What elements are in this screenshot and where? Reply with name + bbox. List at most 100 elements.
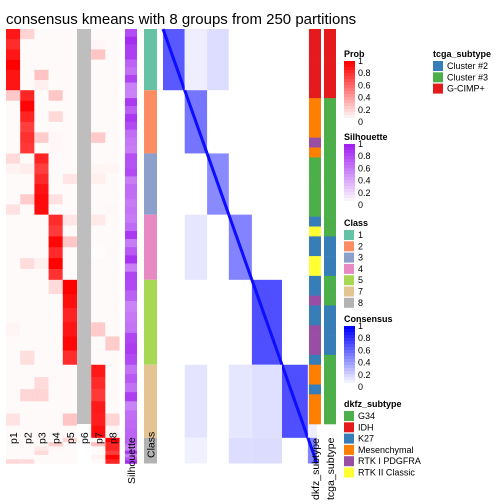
silhouette-cell: [125, 343, 137, 355]
prob-cell-p4: [48, 389, 63, 402]
prob-cell-p5: [62, 425, 77, 439]
tcga-subtype-cell: [324, 275, 336, 287]
prob-cell-p2: [20, 204, 35, 215]
column-labels: p1 p2 p3 p4 p5 p6 p7 p8 Silhouette Class dkfz_subt…: [8, 432, 337, 500]
silhouette-legend-tick: 0.2: [358, 188, 371, 198]
tcga-legend-title: tcga_subtype: [433, 49, 491, 59]
prob-cell-p7: [91, 258, 106, 270]
prob-cell-p3: [34, 450, 49, 456]
prob-cell-p4: [48, 111, 63, 123]
prob-cell-p5: [62, 59, 77, 71]
prob-cell-p2: [20, 163, 35, 175]
prob-cell-p7: [91, 322, 106, 337]
silhouette-cell: [125, 447, 137, 451]
consensus-legend-tick: 0.8: [358, 333, 371, 343]
prob-cell-p7: [91, 100, 106, 112]
prob-cell-p1: [6, 401, 21, 414]
prob-cell-p2: [20, 459, 35, 464]
prob-cell-p8: [105, 437, 120, 443]
consensus-legend-tick: 0.4: [358, 358, 371, 368]
class-legend-swatch: [344, 241, 354, 252]
silhouette-cell: [125, 121, 137, 131]
prob-cell-p7: [91, 194, 106, 205]
prob-cell-p8: [105, 69, 120, 81]
prob-column-p5: [62, 29, 77, 464]
prob-cell-p5: [62, 80, 77, 91]
prob-legend-swatch: [344, 73, 355, 77]
dkfz-subtype-cell: [309, 216, 321, 227]
prob-cell-p7: [91, 446, 106, 451]
silhouette-cell: [125, 311, 137, 323]
dkfz-subtype-cell: [309, 58, 321, 69]
silhouette-cell: [125, 184, 137, 192]
dkfz-subtype-cell: [309, 374, 321, 385]
prob-cell-p3: [34, 100, 49, 112]
prob-heatmap: [6, 29, 120, 464]
silhouette-cell: [125, 373, 137, 384]
prob-cell-p7: [91, 247, 106, 259]
silhouette-cell: [125, 279, 137, 291]
prob-cell-p5: [62, 376, 77, 390]
prob-cell-p2: [20, 446, 35, 451]
prob-cell-p4: [48, 153, 63, 164]
silhouette-legend-swatch: [344, 189, 355, 193]
silhouette-cell: [125, 419, 137, 429]
prob-cell-p7: [91, 454, 106, 460]
tcga-subtype-cell: [324, 414, 336, 425]
prob-cell-p5: [62, 163, 77, 175]
prob-cell-p4: [48, 214, 63, 226]
prob-cell-p5: [62, 350, 77, 366]
tcga-subtype-cell: [324, 88, 336, 99]
silhouette-cell: [125, 214, 137, 224]
prob-cell-p1: [6, 80, 21, 91]
dkfz-subtype-cell: [309, 78, 321, 89]
silhouette-legend-swatch: [344, 186, 355, 190]
silhouette-legend-tick: 0.8: [358, 151, 371, 161]
tcga-subtype-cell: [324, 206, 336, 217]
dkfz-subtype-cell: [309, 38, 321, 50]
silhouette-cell: [125, 255, 137, 264]
prob-cell-p1: [6, 39, 21, 50]
prob-legend-tick: 1: [358, 56, 363, 66]
prob-cell-p3: [34, 425, 49, 439]
prob-cell-p7: [91, 413, 106, 426]
tcga-subtype-cell: [324, 187, 336, 198]
prob-cell-p2: [20, 214, 35, 226]
silhouette-cell: [125, 444, 137, 448]
prob-cell-p7: [91, 389, 106, 402]
silhouette-cell: [125, 437, 137, 442]
silhouette-cell: [125, 332, 137, 344]
prob-cell-p3: [34, 163, 49, 175]
consensus-diagonal: [205, 152, 231, 216]
column-label-p6: p6: [79, 432, 91, 444]
prob-cell-p2: [20, 121, 35, 133]
dkfz-subtype-cell: [309, 266, 321, 277]
silhouette-cell: [125, 428, 137, 439]
prob-cell-p1: [6, 100, 21, 112]
prob-cell-p5: [62, 49, 77, 60]
prob-cell-p5: [62, 111, 77, 123]
silhouette-cell: [125, 51, 137, 60]
prob-cell-p3: [34, 442, 49, 447]
prob-legend-swatch: [344, 64, 355, 68]
prob-cell-p1: [6, 308, 21, 323]
tcga-subtype-cell: [324, 256, 336, 267]
prob-legend-title: Prob: [344, 49, 365, 59]
column-label-silhouette: Silhouette: [126, 437, 138, 484]
prob-cell-p2: [20, 194, 35, 205]
silhouette-legend-title: Silhouette: [344, 132, 388, 142]
prob-cell-p3: [34, 279, 49, 295]
dkfz-subtype-cell: [309, 335, 321, 346]
prob-cell-p2: [20, 142, 35, 154]
consensus-legend-swatch: [344, 359, 355, 363]
silhouette-cell: [125, 168, 137, 177]
prob-cell-p7: [91, 225, 106, 237]
prob-cell-p8: [105, 247, 120, 259]
column-label-p1: p1: [8, 432, 20, 444]
dkfz-subtype-cell: [309, 196, 321, 208]
consensus-legend-swatch: [344, 332, 355, 336]
prob-legend-tick: 0.4: [358, 93, 371, 103]
class-legend-swatch: [344, 297, 354, 308]
silhouette-cell: [125, 199, 137, 208]
prob-cell-p8: [105, 90, 120, 102]
